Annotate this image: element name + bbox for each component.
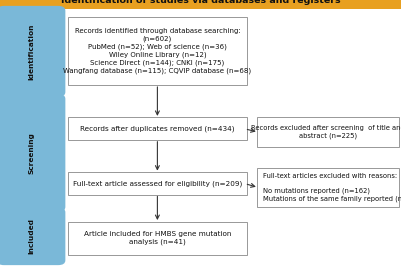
FancyBboxPatch shape: [257, 117, 399, 147]
FancyBboxPatch shape: [0, 94, 65, 212]
FancyBboxPatch shape: [257, 168, 399, 207]
Text: Records excluded after screening  of title and
abstract (n=225): Records excluded after screening of titl…: [251, 125, 401, 139]
FancyBboxPatch shape: [68, 172, 247, 195]
Text: Records after duplicates removed (n=434): Records after duplicates removed (n=434): [80, 125, 235, 132]
FancyBboxPatch shape: [0, 6, 65, 97]
Text: Identification of studies via databases and registers: Identification of studies via databases …: [61, 0, 340, 5]
Text: Full-text article assessed for eligibility (n=209): Full-text article assessed for eligibili…: [73, 180, 242, 187]
FancyBboxPatch shape: [0, 207, 65, 265]
FancyBboxPatch shape: [0, 0, 401, 9]
Text: Full-text articles excluded with reasons:

No mutations reported (n=162)
Mutatio: Full-text articles excluded with reasons…: [263, 173, 401, 202]
Text: Article included for HMBS gene mutation
analysis (n=41): Article included for HMBS gene mutation …: [84, 231, 231, 245]
FancyBboxPatch shape: [68, 117, 247, 140]
Text: Included: Included: [28, 218, 34, 254]
FancyBboxPatch shape: [68, 222, 247, 255]
Text: Screening: Screening: [28, 132, 34, 174]
Text: Records identified through database searching:
(n=602)
PubMed (n=52); Web of sci: Records identified through database sear…: [63, 28, 251, 74]
FancyBboxPatch shape: [68, 17, 247, 85]
Text: Identification: Identification: [28, 23, 34, 80]
